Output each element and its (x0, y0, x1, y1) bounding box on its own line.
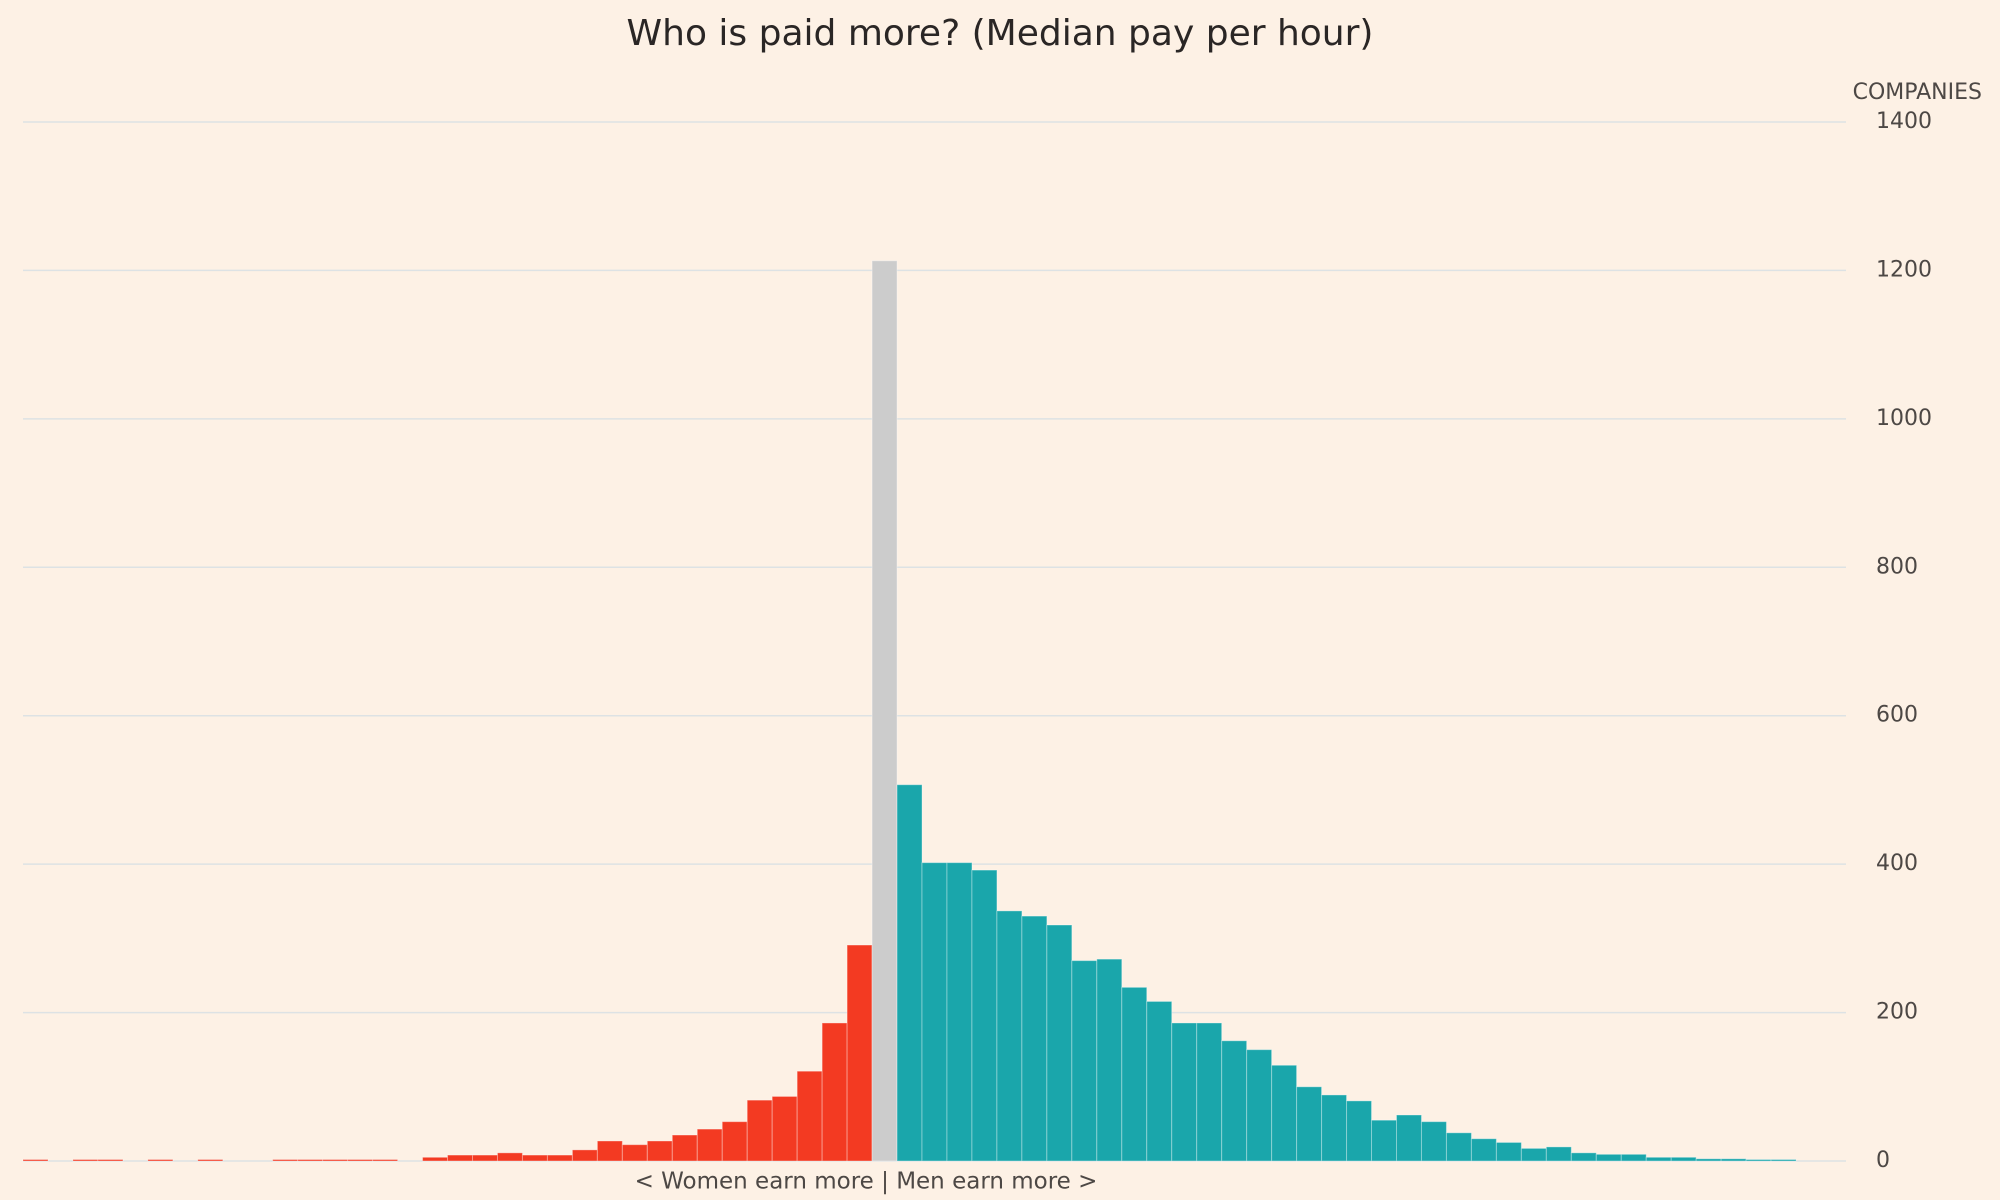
bar (971, 869, 998, 1162)
bar (1371, 1119, 1397, 1162)
bar (1420, 1121, 1447, 1162)
y-axis-label: COMPANIES (1853, 80, 1982, 105)
bar (1221, 1040, 1248, 1162)
bar (197, 1159, 224, 1162)
y-tick-label: 0 (1876, 1148, 1890, 1173)
bar (272, 1159, 299, 1162)
y-tick-label: 600 (1876, 703, 1918, 728)
bar (1620, 1153, 1647, 1162)
bar (1720, 1158, 1747, 1162)
bar (1745, 1159, 1772, 1162)
bar (1096, 958, 1123, 1162)
bar (771, 1095, 798, 1162)
bar (596, 1140, 623, 1162)
bar (1021, 915, 1048, 1162)
y-tick-label: 1200 (1876, 257, 1932, 282)
bar (1121, 986, 1148, 1162)
bar (1695, 1158, 1722, 1162)
bar (72, 1159, 99, 1162)
bar (1146, 1000, 1173, 1162)
bar (671, 1134, 698, 1162)
bar (1545, 1146, 1572, 1162)
bar (1296, 1086, 1323, 1162)
bar (372, 1159, 399, 1162)
bar (1196, 1022, 1223, 1162)
bar (1570, 1152, 1597, 1162)
bar (297, 1159, 324, 1162)
bar (521, 1154, 548, 1162)
bar (796, 1070, 823, 1162)
y-tick-label: 1000 (1876, 406, 1932, 431)
y-tick-label: 400 (1876, 851, 1918, 876)
bar (921, 862, 948, 1162)
bar (1346, 1100, 1373, 1162)
bar (996, 910, 1023, 1162)
chart-title: Who is paid more? (Median pay per hour) (627, 13, 1374, 54)
bar (646, 1140, 673, 1162)
bar (746, 1099, 773, 1162)
y-tick-label: 800 (1876, 554, 1918, 579)
bar (1071, 960, 1098, 1162)
bar (422, 1156, 449, 1162)
bar (871, 260, 898, 1162)
bar (147, 1159, 174, 1162)
bar (821, 1022, 848, 1162)
bar (1395, 1114, 1422, 1162)
bar (1271, 1064, 1298, 1162)
bar (447, 1154, 474, 1162)
bar (571, 1149, 598, 1162)
bar (1046, 924, 1073, 1162)
bar (347, 1159, 374, 1162)
bar (696, 1128, 723, 1162)
bar (846, 944, 873, 1162)
bar (472, 1154, 498, 1162)
bar (946, 862, 973, 1162)
bar (1321, 1094, 1348, 1162)
bar (1645, 1156, 1672, 1162)
bar (1246, 1049, 1273, 1162)
bar (1171, 1022, 1198, 1162)
y-tick-label: 200 (1876, 1000, 1918, 1025)
y-tick-label: 1400 (1876, 109, 1932, 134)
bar (1520, 1147, 1547, 1162)
bar (1770, 1159, 1797, 1162)
bar (22, 1159, 49, 1162)
bar (721, 1121, 748, 1162)
bar (1445, 1132, 1472, 1162)
x-annotation: < Women earn more | Men earn more > (635, 1169, 1098, 1195)
bar (546, 1154, 573, 1162)
bar (322, 1159, 349, 1162)
bar (97, 1159, 124, 1162)
bar (621, 1144, 648, 1162)
bar (896, 784, 923, 1162)
bar (1470, 1138, 1497, 1162)
bar (496, 1152, 523, 1162)
bar (1495, 1141, 1522, 1162)
bar (1595, 1153, 1622, 1162)
bar (1670, 1156, 1697, 1162)
